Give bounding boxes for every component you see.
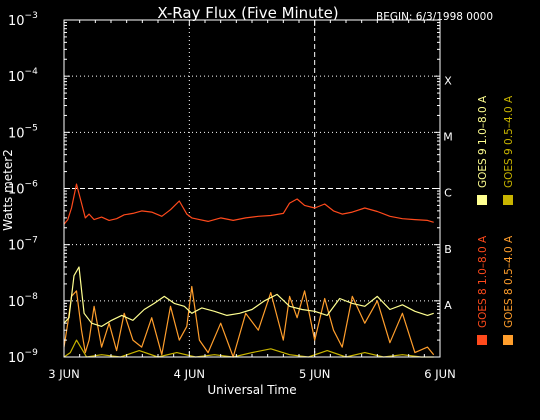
legend-label: GOES 9 1.0–8.0 A: [477, 95, 489, 188]
chart-title: X-Ray Flux (Five Minute): [157, 4, 338, 22]
x-tick-label: 5 JUN: [299, 367, 330, 381]
flare-class-label: A: [444, 299, 452, 312]
flare-class-label: B: [444, 243, 452, 256]
x-tick-label: 4 JUN: [174, 367, 205, 381]
flare-class-label: C: [444, 187, 452, 200]
series-layer: [63, 183, 435, 358]
axis-ticks: [63, 19, 441, 358]
x-tick-label: 3 JUN: [48, 367, 79, 381]
x-axis-label: Universal Time: [207, 383, 296, 397]
y-tick-label: 10−7: [8, 236, 38, 254]
flare-class-label: M: [443, 130, 453, 143]
y-axis-label: Watts meter2: [1, 149, 15, 231]
legend-swatch: [503, 335, 513, 345]
legend-swatch: [477, 195, 487, 205]
y-tick-label: 10−4: [8, 67, 38, 85]
y-tick-label: 10−6: [8, 180, 38, 198]
legend-swatch: [503, 195, 513, 205]
flare-class-labels: X M C B A: [443, 74, 453, 312]
y-axis-tick-labels: 10−3 10−4 10−5 10−6 10−7 10−8 10−9: [8, 11, 38, 366]
legend-label: GOES 8 1.0–8.0 A: [477, 235, 489, 328]
y-tick-label: 10−5: [8, 123, 38, 141]
legend: GOES 8 1.0–8.0 A GOES 9 1.0–8.0 A GOES 8 0…: [477, 95, 515, 345]
series-line: [63, 266, 434, 327]
series-line: [63, 285, 435, 358]
legend-label: GOES 9 0.5–4.0 A: [503, 95, 515, 188]
grid-lines: [64, 20, 440, 357]
legend-swatch: [477, 335, 487, 345]
y-tick-label: 10−9: [8, 348, 38, 366]
y-tick-label: 10−3: [8, 11, 38, 29]
x-tick-label: 6 JUN: [424, 367, 455, 381]
y-tick-label: 10−8: [8, 292, 38, 310]
series-line: [63, 183, 434, 225]
begin-label: BEGIN: 6/3/1998 0000: [376, 11, 493, 23]
legend-label: GOES 8 0.5–4.0 A: [503, 235, 515, 328]
x-axis-tick-labels: 3 JUN 4 JUN 5 JUN 6 JUN: [48, 367, 455, 381]
flare-class-label: X: [444, 74, 452, 87]
